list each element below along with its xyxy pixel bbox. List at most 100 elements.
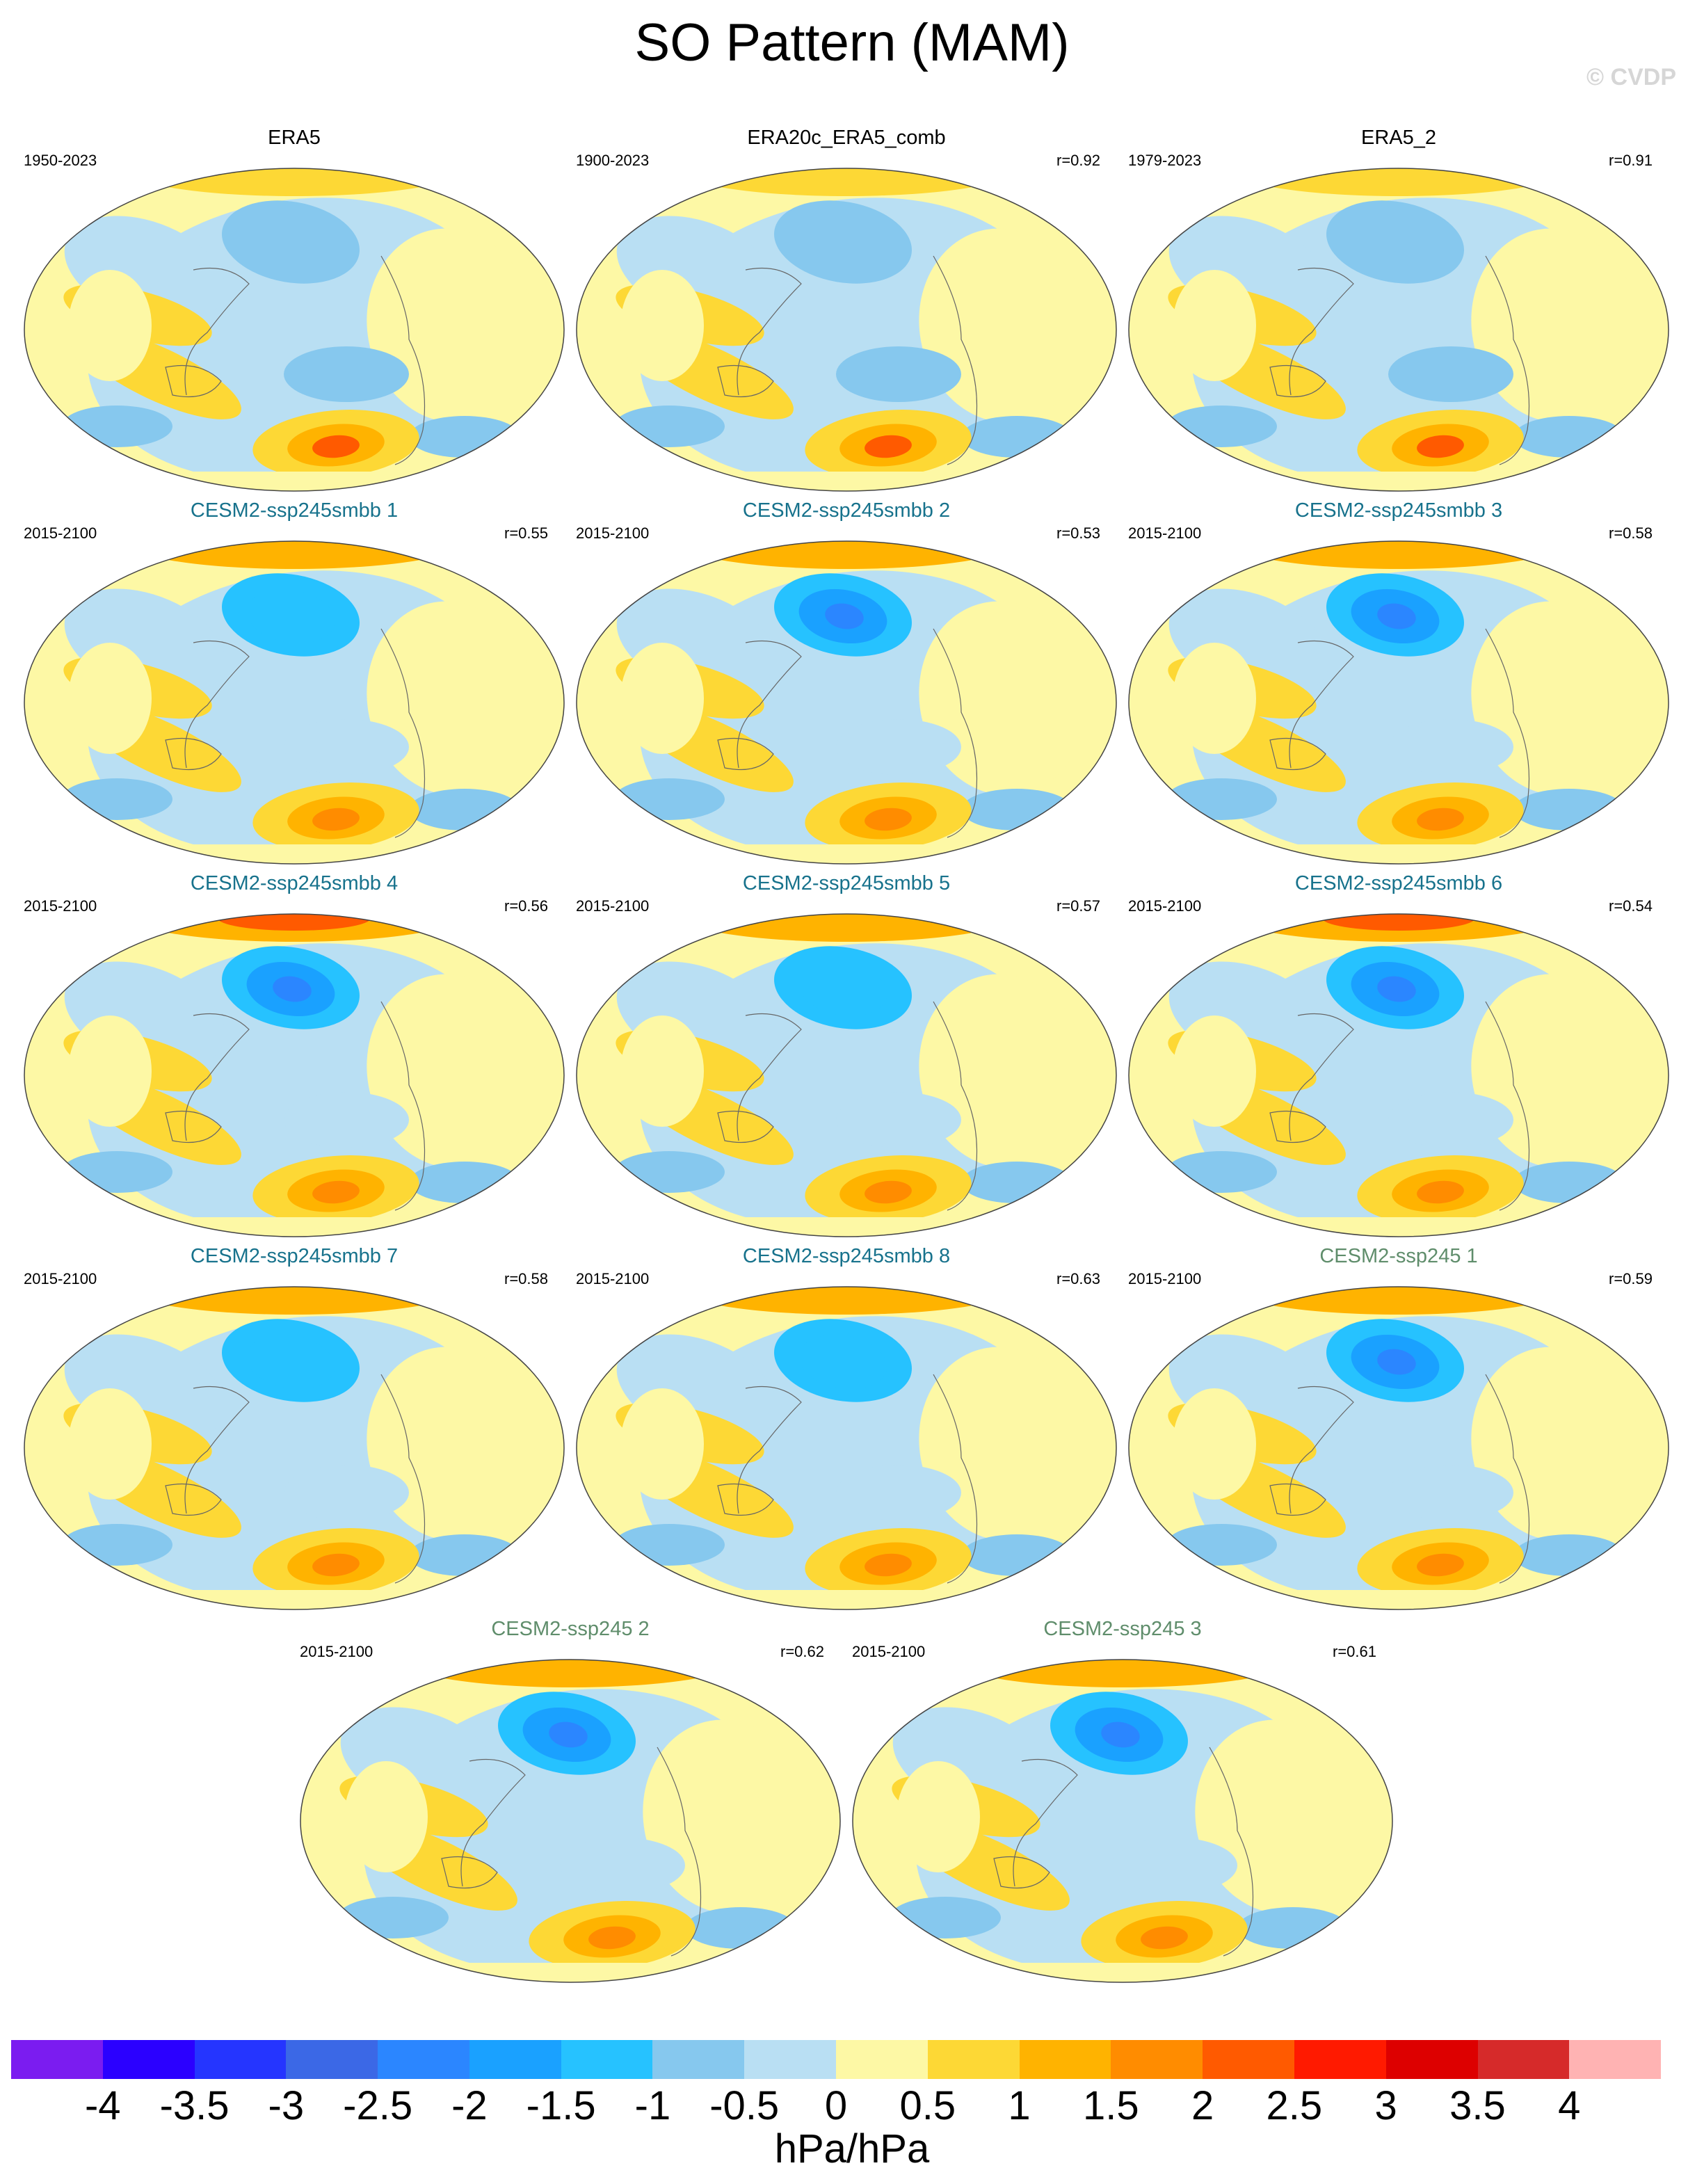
positive-anomaly-indian-ocean bbox=[68, 270, 152, 381]
aleutian-low bbox=[222, 200, 360, 284]
colorbar-swatch bbox=[11, 2040, 103, 2079]
cvdp-watermark: © CVDP bbox=[1586, 64, 1676, 90]
coastline-australia bbox=[165, 738, 222, 770]
map-panel: ERA5_2 1979-2023 r=0.91 bbox=[1124, 124, 1673, 497]
aleutian-low-center bbox=[1377, 976, 1416, 1002]
amundsen-sea-high-center bbox=[312, 1553, 360, 1577]
aleutian-low-core bbox=[798, 1334, 887, 1390]
map-outline bbox=[300, 1659, 841, 1983]
map-panel: CESM2-ssp245smbb 6 2015-2100 r=0.54 bbox=[1124, 869, 1673, 1242]
map-panel: CESM2-ssp245smbb 5 2015-2100 r=0.57 bbox=[572, 869, 1121, 1242]
antarctic-band bbox=[24, 1217, 564, 1237]
panel-pattern-correlation: r=0.56 bbox=[504, 897, 548, 915]
coastline-australia bbox=[165, 1484, 222, 1516]
panel-pattern-correlation: r=0.53 bbox=[1056, 524, 1100, 542]
amundsen-sea-high-center bbox=[865, 1180, 912, 1204]
southern-negative bbox=[284, 1465, 409, 1520]
coastline-asia bbox=[737, 268, 802, 396]
panel-period: 1950-2023 bbox=[24, 152, 97, 169]
antarctic-band bbox=[24, 1590, 564, 1609]
positive-anomaly-arctic bbox=[963, 1660, 1283, 1687]
positive-anomaly-indian-ocean bbox=[68, 1388, 152, 1500]
antarctic-band bbox=[577, 844, 1116, 864]
map-outline bbox=[1128, 168, 1669, 492]
panel-period: 2015-2100 bbox=[24, 1270, 97, 1287]
panel-pattern-correlation: r=0.62 bbox=[780, 1643, 824, 1660]
positive-anomaly-indian-ocean bbox=[68, 643, 152, 754]
colorbar-swatch bbox=[1203, 2040, 1294, 2079]
coastline-australia bbox=[1269, 364, 1326, 397]
coastline-australia bbox=[1269, 1484, 1326, 1516]
coastline-australia bbox=[717, 364, 774, 397]
coastline-australia bbox=[441, 1856, 498, 1888]
colorbar-tick-label: -3 bbox=[268, 2083, 305, 2128]
robinson-map bbox=[24, 1286, 565, 1610]
positive-anomaly-indian-ocean bbox=[620, 643, 704, 754]
coastline-americas bbox=[1485, 628, 1530, 838]
coastline-americas bbox=[933, 1001, 978, 1211]
colorbar-swatch bbox=[561, 2040, 653, 2079]
map-outline bbox=[24, 168, 565, 492]
map-panel: CESM2-ssp245smbb 4 2015-2100 r=0.56 bbox=[19, 869, 569, 1242]
southern-negative bbox=[836, 719, 961, 775]
map-outline bbox=[576, 1286, 1117, 1610]
coastline-australia bbox=[1269, 1111, 1326, 1143]
panel-period: 2015-2100 bbox=[576, 1270, 650, 1287]
map-panel: ERA20c_ERA5_comb 1900-2023 r=0.92 bbox=[572, 124, 1121, 497]
southern-negative-east bbox=[409, 1162, 520, 1203]
aleutian-low-core bbox=[246, 588, 335, 644]
colorbar-tick-label: 0.5 bbox=[899, 2083, 956, 2128]
colorbar-swatch bbox=[652, 2040, 745, 2079]
panel-period: 2015-2100 bbox=[576, 897, 650, 915]
coastline-asia bbox=[184, 1013, 250, 1141]
colorbar-units: hPa/hPa bbox=[774, 2126, 930, 2171]
antarctic-band bbox=[853, 1963, 1392, 1982]
panel-pattern-correlation: r=0.58 bbox=[504, 1270, 548, 1287]
antarctic-band bbox=[1129, 844, 1669, 864]
coastline-asia bbox=[1289, 1386, 1354, 1514]
colorbar-tick-label: -0.5 bbox=[709, 2083, 780, 2128]
colorbar-swatch bbox=[102, 2040, 195, 2079]
amundsen-sea-high-center bbox=[865, 1553, 912, 1577]
robinson-map bbox=[1128, 168, 1669, 492]
panel-pattern-correlation: r=0.92 bbox=[1056, 152, 1100, 169]
positive-anomaly-indian-ocean bbox=[620, 270, 704, 381]
panel-title: CESM2-ssp245smbb 2 bbox=[742, 499, 951, 522]
positive-anomaly-arctic bbox=[1239, 541, 1559, 569]
antarctic-band bbox=[577, 1590, 1116, 1609]
southern-negative-east bbox=[961, 1534, 1072, 1576]
colorbar-swatch bbox=[1294, 2040, 1386, 2079]
colorbar-tick-label: 3.5 bbox=[1449, 2083, 1506, 2128]
colorbar-tick-label: 2.5 bbox=[1266, 2083, 1323, 2128]
positive-anomaly-arctic bbox=[134, 541, 454, 569]
southern-negative bbox=[836, 1092, 961, 1148]
colorbar-tick-label: 3 bbox=[1374, 2083, 1397, 2128]
amundsen-sea-high-center bbox=[1417, 808, 1464, 831]
antarctic-band bbox=[24, 844, 564, 864]
robinson-map bbox=[24, 540, 565, 865]
aleutian-low-center bbox=[1101, 1721, 1140, 1748]
colorbar-swatch bbox=[1569, 2040, 1662, 2079]
colorbar-tick-label: -2.5 bbox=[343, 2083, 413, 2128]
robinson-map bbox=[24, 168, 565, 492]
colorbar-swatch bbox=[469, 2040, 561, 2079]
panel-title: CESM2-ssp245 2 bbox=[491, 1618, 650, 1640]
antarctic-band bbox=[1129, 1590, 1669, 1609]
positive-anomaly-arctic bbox=[410, 1660, 730, 1687]
map-outline bbox=[24, 540, 565, 865]
antarctic-band bbox=[577, 1217, 1116, 1237]
coastline-americas bbox=[1485, 255, 1530, 465]
panel-period: 2015-2100 bbox=[24, 897, 97, 915]
map-panel: CESM2-ssp245 2 2015-2100 r=0.62 bbox=[296, 1615, 845, 1988]
positive-anomaly-indian-ocean bbox=[1173, 1388, 1256, 1500]
robinson-map bbox=[576, 168, 1117, 492]
coastline-asia bbox=[737, 1013, 802, 1141]
positive-anomaly-arctic bbox=[1239, 168, 1559, 196]
panel-pattern-correlation: r=0.63 bbox=[1056, 1270, 1100, 1287]
map-panel: CESM2-ssp245smbb 3 2015-2100 r=0.58 bbox=[1124, 497, 1673, 869]
amundsen-sea-high-center bbox=[1141, 1926, 1188, 1950]
antarctic-band bbox=[1129, 1217, 1669, 1237]
positive-anomaly-arctic bbox=[686, 541, 1006, 569]
coastline-australia bbox=[717, 1484, 774, 1516]
aleutian-low-center bbox=[1377, 603, 1416, 629]
